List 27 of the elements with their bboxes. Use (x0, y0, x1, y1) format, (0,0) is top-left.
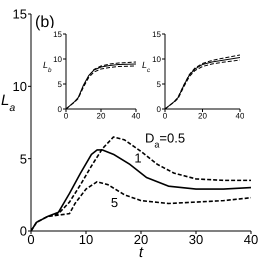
x-tick-label: 40 (132, 112, 141, 121)
x-tick-label: 10 (78, 232, 94, 248)
y-tick-label: 15 (53, 30, 63, 39)
y-tick-label: 5 (58, 80, 63, 89)
y-tick-label: 10 (53, 54, 63, 64)
x-tick-label: 20 (198, 112, 208, 121)
y-axis-title: L$_{c}$ (142, 60, 152, 74)
x-tick-label: 0 (64, 112, 69, 121)
y-tick-label: 5 (20, 151, 27, 166)
series-label: D$_{a}$=0.5 (144, 130, 186, 150)
x-tick-label: 30 (188, 232, 204, 248)
x-tick-label: 40 (236, 112, 245, 121)
x-tick-label: 40 (244, 232, 258, 248)
y-tick-label: 5 (156, 80, 162, 89)
y-tick-label: 15 (12, 6, 27, 22)
y-tick-label: 0 (58, 104, 63, 114)
y-tick-label: 10 (152, 54, 162, 64)
y-tick-label: 10 (12, 78, 27, 94)
y-axis-title: L$_{a}$ (1, 92, 16, 114)
x-tick-label: 0 (162, 112, 168, 121)
series-label: 5 (110, 194, 118, 210)
series-label: 1 (134, 150, 142, 166)
x-tick-label: 20 (96, 112, 106, 121)
y-axis-title: L$_{b}$ (43, 60, 52, 74)
y-tick-label: 15 (152, 30, 162, 39)
y-tick-label: 0 (156, 104, 162, 114)
annotation: (b) (35, 14, 55, 31)
